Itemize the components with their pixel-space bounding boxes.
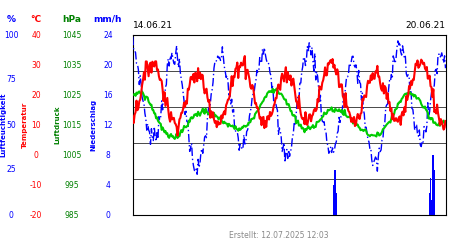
Text: °C: °C [31,15,41,24]
Text: 8: 8 [106,150,110,160]
Text: 1025: 1025 [63,90,81,100]
Text: -10: -10 [30,180,42,190]
Text: 1015: 1015 [63,120,81,130]
Text: Luftfeuchtigkeit: Luftfeuchtigkeit [0,93,7,157]
Text: 30: 30 [31,60,41,70]
Text: 4: 4 [106,180,110,190]
Text: 0: 0 [34,150,38,160]
Text: 16: 16 [103,90,113,100]
Text: -20: -20 [30,210,42,220]
Text: 0: 0 [106,210,110,220]
Text: 25: 25 [6,166,16,174]
Bar [432,200,433,215]
Text: 1035: 1035 [62,60,82,70]
Text: 10: 10 [31,120,41,130]
Bar [430,178,432,215]
Text: 12: 12 [103,120,113,130]
Text: %: % [7,15,16,24]
Text: Luftdruck: Luftdruck [54,106,61,144]
Text: 14.06.21: 14.06.21 [133,20,173,30]
Text: 20: 20 [103,60,113,70]
Bar [333,185,335,215]
Bar [433,170,435,215]
Bar [334,170,336,215]
Text: Temperatur: Temperatur [22,102,28,148]
Text: Niederschlag: Niederschlag [90,99,97,151]
Text: 0: 0 [9,210,14,220]
Text: 985: 985 [65,210,79,220]
Text: 24: 24 [103,30,113,40]
Text: 1005: 1005 [62,150,82,160]
Text: 75: 75 [6,76,16,84]
Bar [432,155,434,215]
Bar [429,192,431,215]
Text: 100: 100 [4,30,18,40]
Bar [335,192,337,215]
Text: 20.06.21: 20.06.21 [405,20,446,30]
Text: mm/h: mm/h [94,15,122,24]
Text: 20: 20 [31,90,41,100]
Text: Erstellt: 12.07.2025 12:03: Erstellt: 12.07.2025 12:03 [229,231,329,240]
Text: 40: 40 [31,30,41,40]
Text: hPa: hPa [63,15,81,24]
Text: 50: 50 [6,120,16,130]
Text: 995: 995 [65,180,79,190]
Text: 1045: 1045 [62,30,82,40]
